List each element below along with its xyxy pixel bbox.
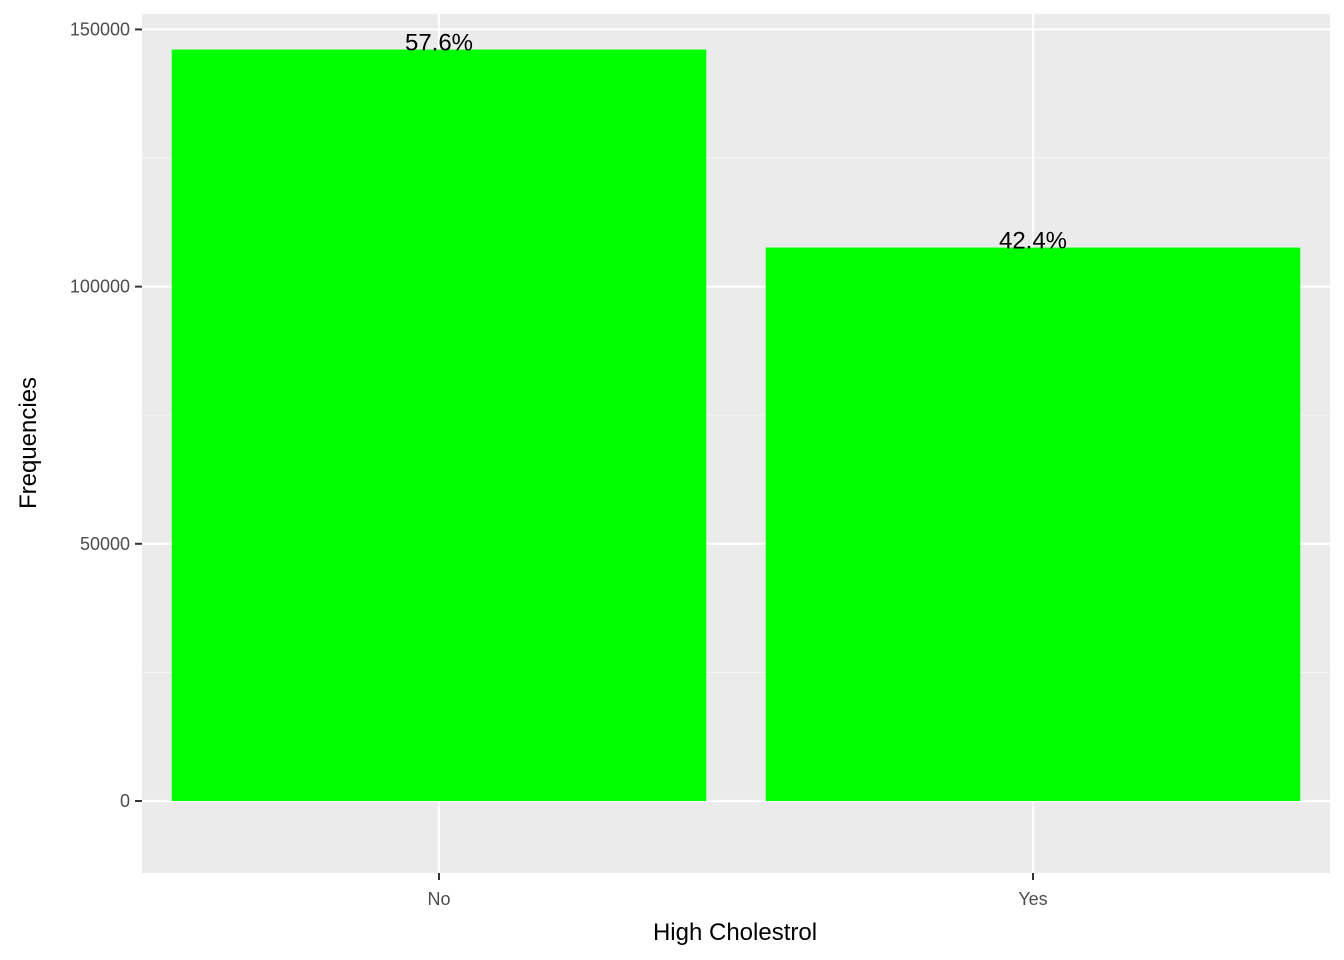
bars xyxy=(171,49,1301,801)
y-tick-label: 0 xyxy=(120,791,130,811)
bar-data-label: 57.6% xyxy=(405,30,473,57)
y-tick-label: 100000 xyxy=(70,277,130,297)
x-tick-label: No xyxy=(427,889,450,909)
bar-yes xyxy=(765,247,1301,801)
y-axis-title: Frequencies xyxy=(15,377,42,509)
y-tick-label: 50000 xyxy=(80,534,130,554)
y-tick-label: 150000 xyxy=(70,19,130,39)
x-axis-ticks: No Yes xyxy=(427,873,1048,909)
y-axis-ticks: 0 50000 100000 150000 xyxy=(70,19,142,811)
bar-data-label: 42.4% xyxy=(999,228,1067,255)
x-tick-label: Yes xyxy=(1018,889,1047,909)
bar-data-labels: 57.6% 42.4% xyxy=(405,30,1067,255)
x-axis-title: High Cholestrol xyxy=(653,919,817,946)
bar-no xyxy=(171,49,707,801)
